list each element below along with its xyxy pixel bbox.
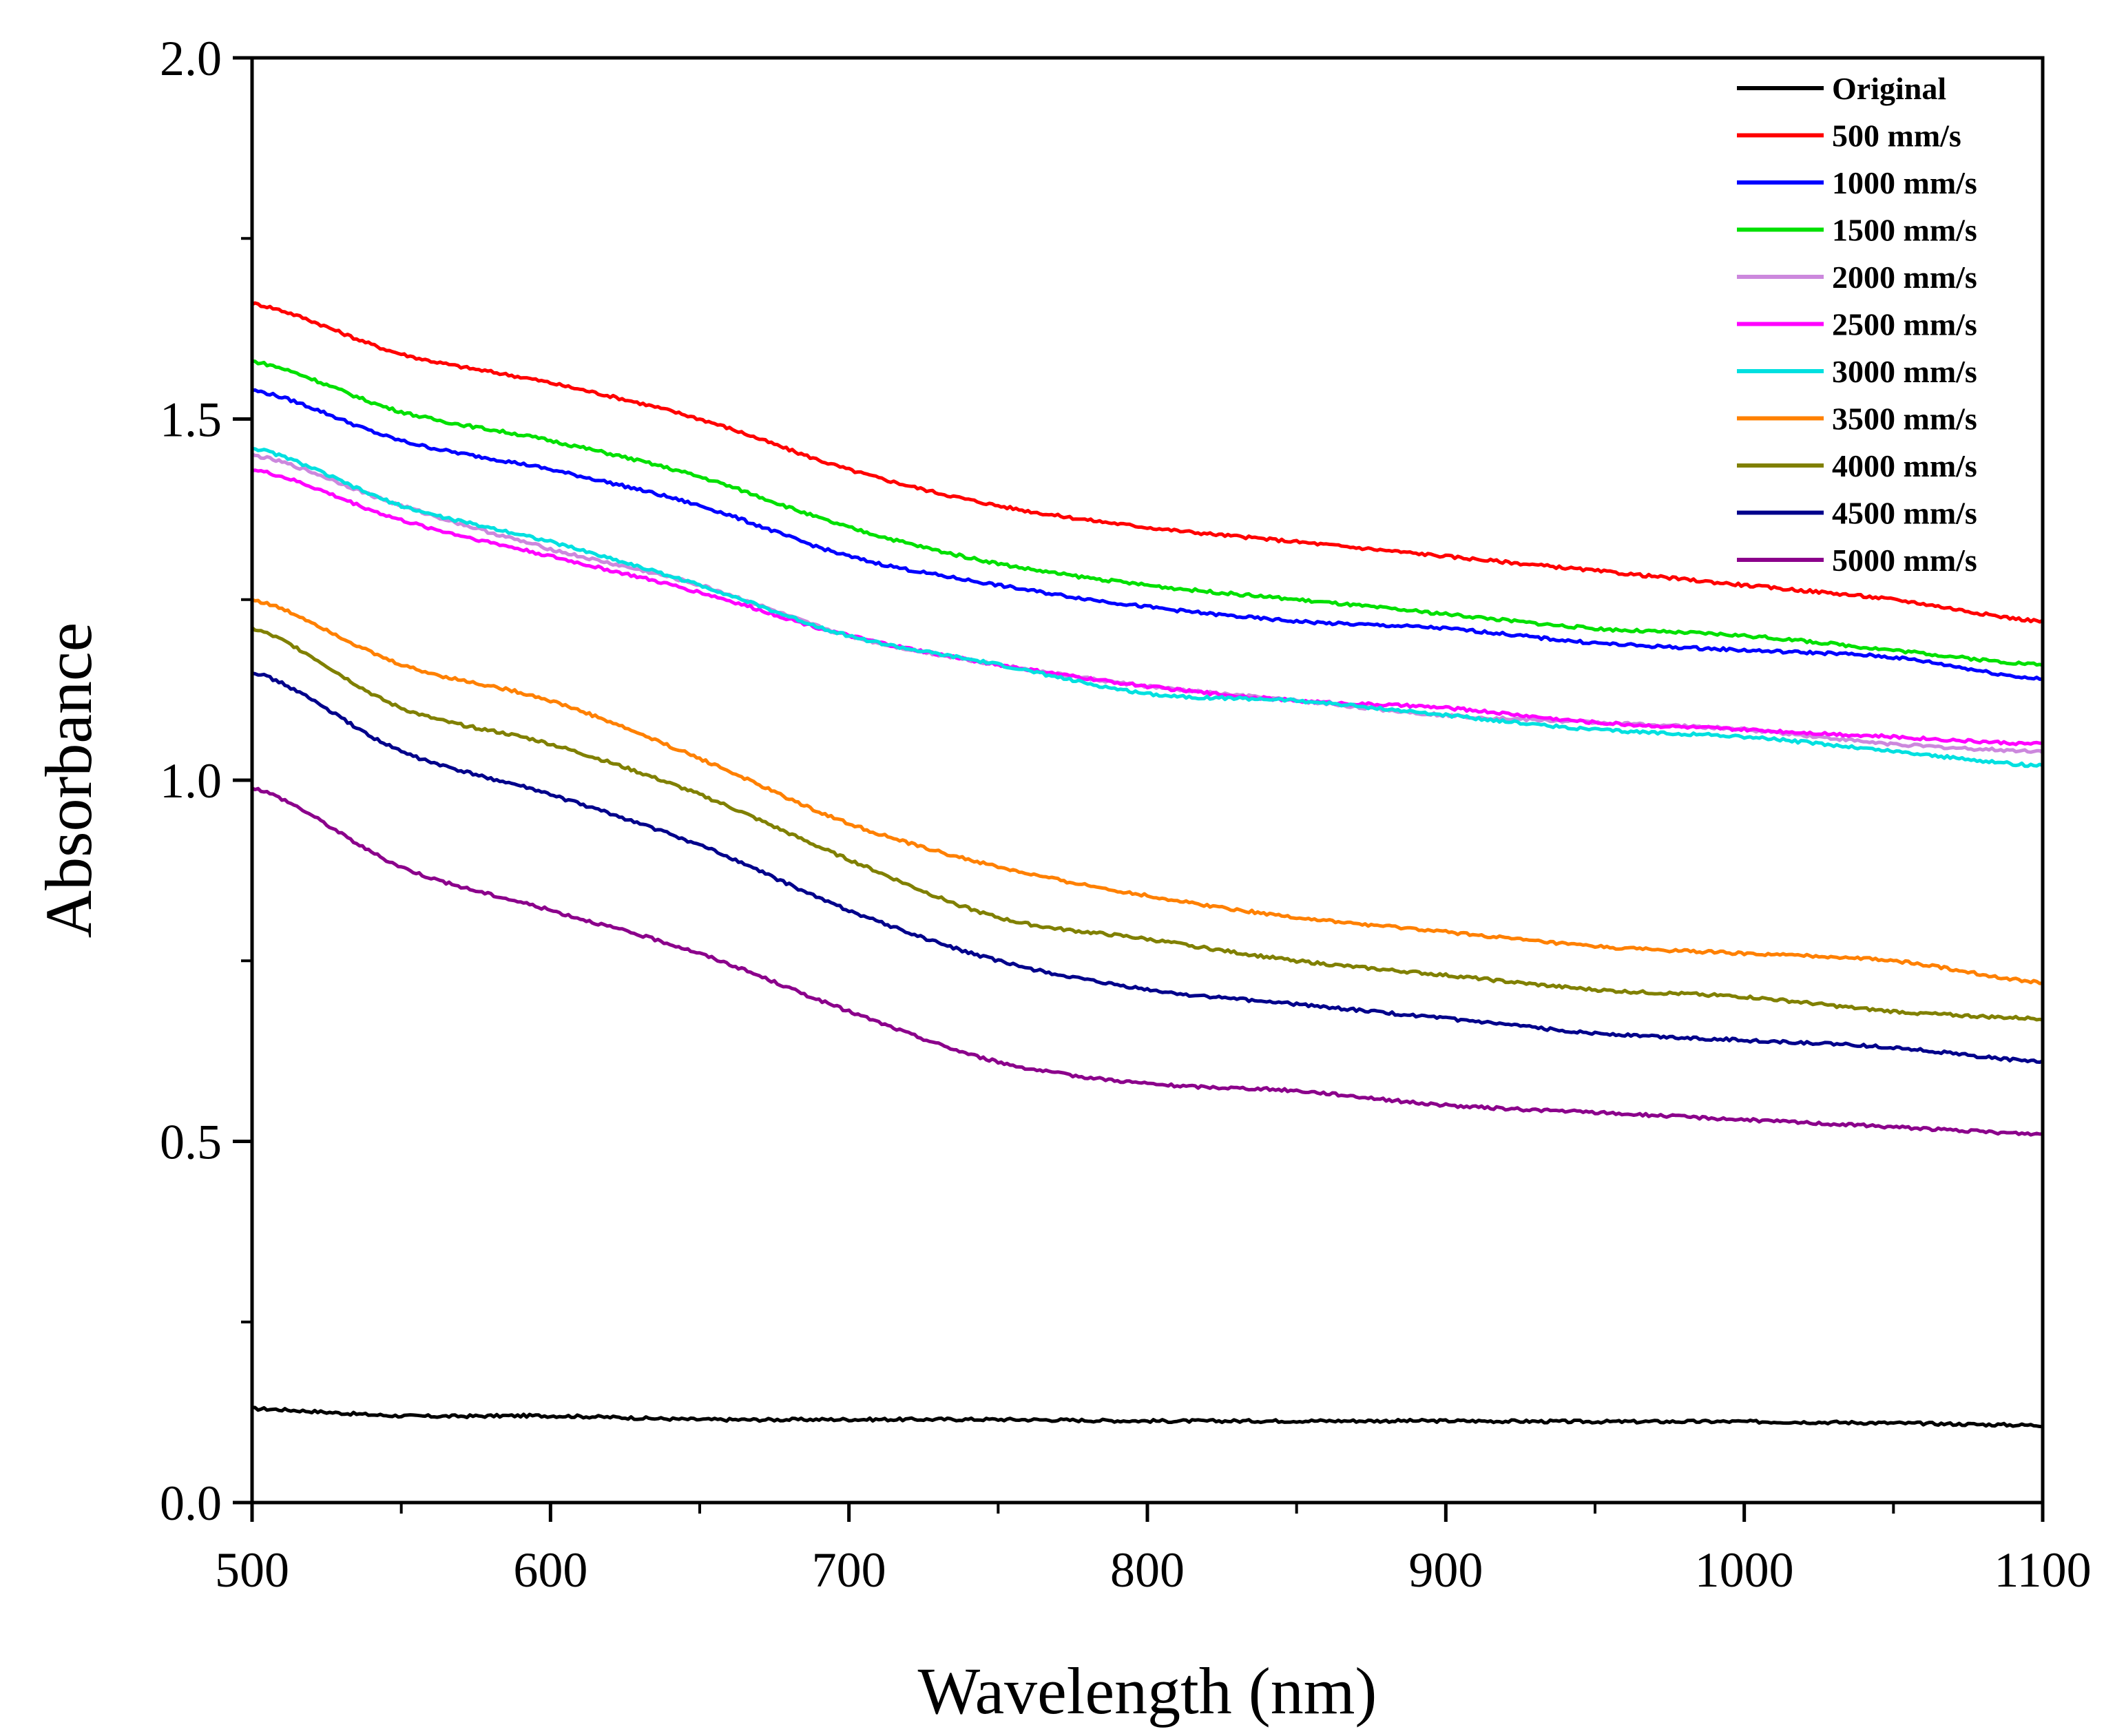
x-tick-label-500: 500 bbox=[215, 1542, 289, 1598]
series-line-1500-mm-s bbox=[251, 359, 2043, 667]
legend-label-2000-mm-s: 2000 mm/s bbox=[1832, 260, 1977, 295]
legend-label-4000-mm-s: 4000 mm/s bbox=[1832, 448, 1977, 483]
y-tick-label-1.0: 1.0 bbox=[160, 753, 222, 808]
legend-label-5000-mm-s: 5000 mm/s bbox=[1832, 543, 1977, 578]
x-tick-label-1100: 1100 bbox=[1994, 1542, 2091, 1598]
plot-frame bbox=[250, 56, 2045, 1505]
y-tick-label-1.5: 1.5 bbox=[160, 393, 222, 448]
y-tick-label-0.0: 0.0 bbox=[160, 1476, 222, 1531]
x-tick-label-600: 600 bbox=[513, 1542, 587, 1598]
legend-label-4500-mm-s: 4500 mm/s bbox=[1832, 496, 1977, 531]
tick-label-layer: 500 600 700 800 900 1000 1100 0.0 0.5 1.0 1.5 2.0 bbox=[160, 31, 2092, 1598]
y-tick-label-0.5: 0.5 bbox=[160, 1115, 222, 1170]
legend-label-1500-mm-s: 1500 mm/s bbox=[1832, 213, 1977, 248]
series-line-original bbox=[252, 1405, 2043, 1429]
series-line-2500-mm-s bbox=[251, 468, 2043, 746]
x-tick-label-700: 700 bbox=[812, 1542, 886, 1598]
series-layer bbox=[251, 301, 2044, 1429]
tick-layer bbox=[233, 56, 2045, 1522]
series-line-500-mm-s bbox=[251, 301, 2044, 624]
series-line-1000-mm-s bbox=[251, 388, 2043, 681]
series-line-2000-mm-s bbox=[251, 452, 2044, 755]
x-axis-title: Wavelength (nm) bbox=[918, 1654, 1377, 1728]
series-line-5000-mm-s bbox=[251, 786, 2043, 1137]
legend-label-1000-mm-s: 1000 mm/s bbox=[1832, 165, 1977, 200]
x-tick-label-1000: 1000 bbox=[1695, 1542, 1794, 1598]
x-tick-label-900: 900 bbox=[1408, 1542, 1483, 1598]
legend-label-3000-mm-s: 3000 mm/s bbox=[1832, 354, 1977, 389]
series-line-4000-mm-s bbox=[251, 626, 2043, 1022]
y-axis-title: Absorbance bbox=[32, 623, 105, 938]
x-tick-label-800: 800 bbox=[1110, 1542, 1185, 1598]
series-line-3000-mm-s bbox=[251, 446, 2043, 768]
legend-label-500-mm-s: 500 mm/s bbox=[1832, 118, 1961, 154]
series-line-3500-mm-s bbox=[251, 598, 2043, 985]
series-line-4500-mm-s bbox=[251, 671, 2043, 1064]
legend-label-3500-mm-s: 3500 mm/s bbox=[1832, 401, 1977, 437]
legend: Original 500 mm/s 1000 mm/s 1500 mm/s 2000 m… bbox=[1737, 71, 1977, 578]
y-tick-label-2.0: 2.0 bbox=[160, 31, 222, 86]
legend-label-2500-mm-s: 2500 mm/s bbox=[1832, 307, 1977, 342]
legend-label-original: Original bbox=[1832, 71, 1946, 106]
